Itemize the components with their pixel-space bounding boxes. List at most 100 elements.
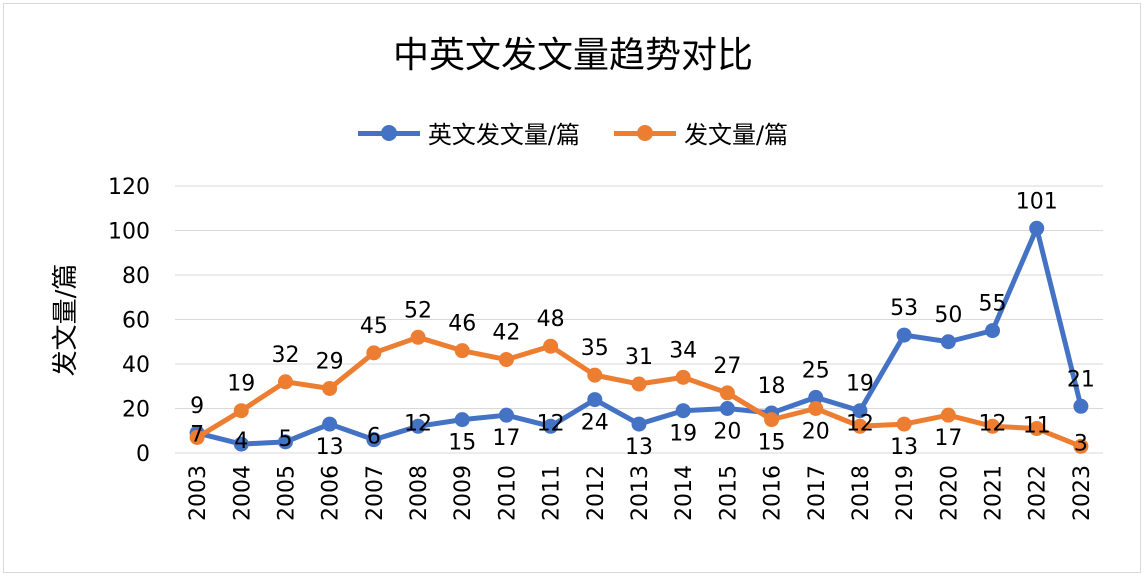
data-label-0: 19 (846, 372, 874, 397)
data-label-1: 17 (934, 426, 962, 451)
data-point-0 (1029, 220, 1045, 236)
data-point-0 (631, 416, 647, 432)
chart-legend: 英文发文量/篇 发文量/篇 (0, 115, 1146, 150)
data-label-1: 46 (448, 312, 476, 337)
data-label-1: 29 (316, 349, 344, 374)
data-label-1: 11 (1023, 414, 1051, 439)
legend-label-english: 英文发文量/篇 (427, 121, 580, 149)
x-tick-label: 2013 (628, 465, 653, 521)
data-label-0: 12 (537, 411, 565, 436)
x-tick-label: 2020 (937, 465, 962, 521)
data-point-0 (498, 407, 514, 423)
x-tick-label: 2008 (407, 465, 432, 521)
x-tick-label: 2004 (230, 465, 255, 521)
data-point-1 (852, 418, 868, 434)
x-tick-label: 2015 (716, 465, 741, 521)
x-tick-label: 2016 (761, 465, 786, 521)
data-point-0 (808, 389, 824, 405)
data-label-0: 50 (934, 303, 962, 328)
legend-item-total: 发文量/篇 (614, 115, 788, 150)
x-tick-label: 2010 (495, 465, 520, 521)
data-label-0: 4 (234, 429, 248, 454)
x-tick-label: 2019 (893, 465, 918, 521)
y-tick-label: 80 (122, 264, 150, 289)
x-tick-label: 2006 (319, 465, 344, 521)
data-label-1: 15 (758, 431, 786, 456)
data-point-1 (233, 403, 249, 419)
data-point-1 (543, 338, 559, 354)
data-label-0: 24 (581, 411, 609, 436)
data-label-0: 5 (278, 427, 292, 452)
data-label-0: 15 (448, 431, 476, 456)
data-label-1: 27 (713, 354, 741, 379)
y-tick-label: 60 (122, 309, 150, 334)
legend-swatch-total (614, 122, 676, 144)
y-tick-label: 0 (136, 442, 150, 467)
data-point-1 (940, 407, 956, 423)
data-label-0: 17 (492, 426, 520, 451)
data-label-0: 13 (625, 435, 653, 460)
data-label-0: 12 (404, 411, 432, 436)
data-label-1: 35 (581, 336, 609, 361)
data-point-1 (896, 416, 912, 432)
data-label-1: 45 (360, 314, 388, 339)
x-tick-label: 2023 (1070, 465, 1095, 521)
x-tick-label: 2007 (363, 465, 388, 521)
data-point-0 (587, 392, 603, 408)
data-point-1 (808, 401, 824, 416)
data-point-0 (233, 436, 249, 452)
data-label-1: 48 (537, 307, 565, 332)
data-label-1: 31 (625, 345, 653, 370)
data-point-1 (410, 329, 426, 345)
data-label-1: 42 (492, 321, 520, 346)
y-tick-label: 100 (108, 220, 150, 245)
data-point-0 (454, 412, 470, 428)
data-label-0: 20 (713, 420, 741, 445)
data-point-1 (764, 412, 780, 428)
x-tick-label: 2011 (540, 465, 565, 521)
x-tick-label: 2014 (672, 465, 697, 521)
x-tick-label: 2018 (849, 465, 874, 521)
legend-swatch-english (357, 122, 420, 144)
data-label-0: 55 (979, 292, 1007, 317)
data-label-0: 21 (1067, 367, 1095, 392)
data-point-0 (410, 418, 426, 434)
x-tick-label: 2003 (186, 465, 211, 521)
data-label-1: 12 (979, 411, 1007, 436)
data-point-1 (587, 367, 603, 383)
data-point-1 (277, 374, 293, 390)
data-label-0: 13 (316, 435, 344, 460)
data-label-1: 20 (802, 420, 830, 445)
data-point-0 (366, 432, 382, 448)
data-point-1 (322, 380, 338, 396)
data-point-0 (985, 323, 1001, 339)
data-point-0 (543, 418, 559, 434)
x-tick-label: 2017 (805, 465, 830, 521)
y-tick-label: 20 (122, 398, 150, 423)
data-point-1 (985, 418, 1001, 434)
data-point-1 (675, 369, 691, 385)
legend-item-english: 英文发文量/篇 (357, 115, 580, 150)
x-tick-label: 2005 (274, 465, 299, 521)
y-tick-label: 120 (108, 175, 150, 200)
data-label-1: 12 (846, 411, 874, 436)
x-tick-label: 2009 (451, 465, 476, 521)
data-label-1: 19 (227, 372, 255, 397)
chart-title: 中英文发文量趋势对比 (392, 35, 753, 76)
y-tick-label: 40 (122, 353, 150, 378)
legend-label-total: 发文量/篇 (684, 121, 789, 149)
data-label-1: 32 (271, 343, 299, 368)
data-label-0: 101 (1016, 189, 1058, 214)
data-point-0 (719, 401, 735, 416)
data-point-1 (1073, 438, 1089, 454)
data-point-1 (454, 343, 470, 359)
x-tick-label: 2021 (982, 465, 1007, 521)
data-label-0: 25 (802, 358, 830, 383)
data-point-0 (1073, 398, 1089, 414)
data-label-0: 9 (190, 394, 204, 419)
data-point-0 (322, 416, 338, 432)
data-point-0 (896, 327, 912, 343)
data-label-1: 52 (404, 298, 432, 323)
data-point-1 (498, 352, 514, 368)
data-point-0 (852, 403, 868, 419)
